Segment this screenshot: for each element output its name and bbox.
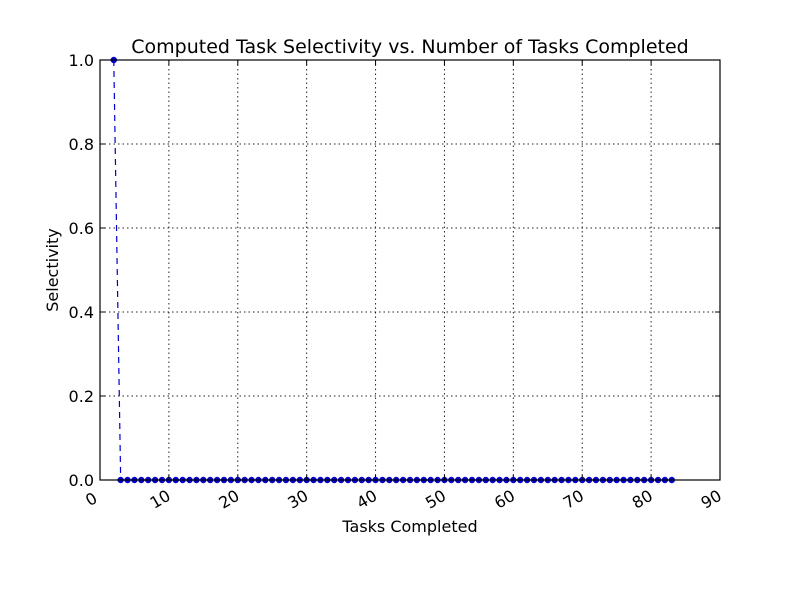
y-axis-label: Selectivity: [43, 228, 62, 311]
y-tick-label: 0.2: [69, 387, 94, 406]
y-tick-label: 0.8: [69, 135, 94, 154]
chart-title: Computed Task Selectivity vs. Number of …: [131, 36, 688, 58]
x-axis-label: Tasks Completed: [341, 517, 477, 536]
y-tick-label: 0.0: [69, 471, 94, 490]
y-tick-label: 0.4: [69, 303, 94, 322]
y-tick-label: 0.6: [69, 219, 94, 238]
y-tick-label: 1.0: [69, 51, 94, 70]
plot-frame: [99, 59, 721, 481]
